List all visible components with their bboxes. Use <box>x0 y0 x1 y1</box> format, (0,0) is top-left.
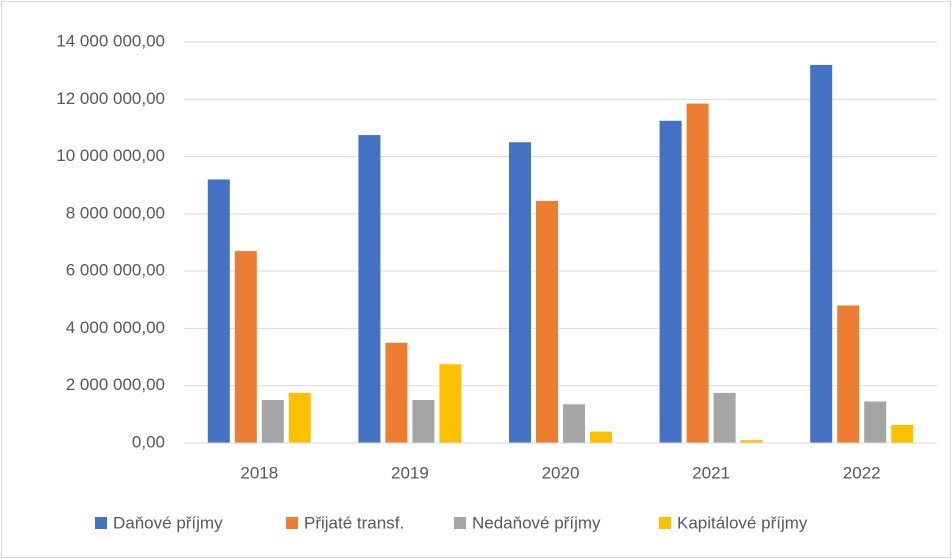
x-tick-label: 2019 <box>391 463 429 482</box>
y-tick-label: 12 000 000,00 <box>56 89 165 108</box>
x-tick-label: 2021 <box>692 463 730 482</box>
bar <box>563 404 585 443</box>
y-tick-label: 4 000 000,00 <box>66 318 165 337</box>
bar <box>686 103 709 443</box>
bar <box>234 251 257 443</box>
bar <box>810 64 833 444</box>
bar <box>288 392 311 443</box>
y-tick-label: 6 000 000,00 <box>66 261 165 280</box>
bar <box>713 392 736 443</box>
legend-swatch <box>454 517 466 529</box>
legend-swatch <box>95 517 107 529</box>
x-tick-label: 2020 <box>542 463 580 482</box>
bar <box>412 400 435 443</box>
x-tick-label: 2018 <box>240 463 278 482</box>
bar <box>740 440 763 443</box>
bar <box>385 342 408 443</box>
bar <box>536 200 558 443</box>
x-tick-label: 2022 <box>843 463 881 482</box>
bar <box>891 424 914 443</box>
bar <box>864 401 887 443</box>
legend-label: Kapitálové příjmy <box>677 513 808 532</box>
bar <box>207 179 230 443</box>
bar <box>659 120 682 444</box>
y-tick-label: 8 000 000,00 <box>66 203 165 222</box>
legend-label: Přijaté transf. <box>304 513 404 532</box>
bar <box>439 364 462 443</box>
bar <box>261 400 284 443</box>
y-tick-label: 10 000 000,00 <box>56 146 165 165</box>
legend-swatch <box>659 517 671 529</box>
legend-label: Nedaňové příjmy <box>472 513 601 532</box>
bar <box>509 142 531 443</box>
bar <box>590 431 612 443</box>
y-tick-label: 2 000 000,00 <box>66 375 165 394</box>
legend-swatch <box>286 517 298 529</box>
legend-label: Daňové příjmy <box>113 513 223 532</box>
bar <box>837 305 860 443</box>
y-tick-label: 0,00 <box>132 432 165 451</box>
y-tick-label: 14 000 000,00 <box>56 31 165 50</box>
bar <box>358 135 381 443</box>
